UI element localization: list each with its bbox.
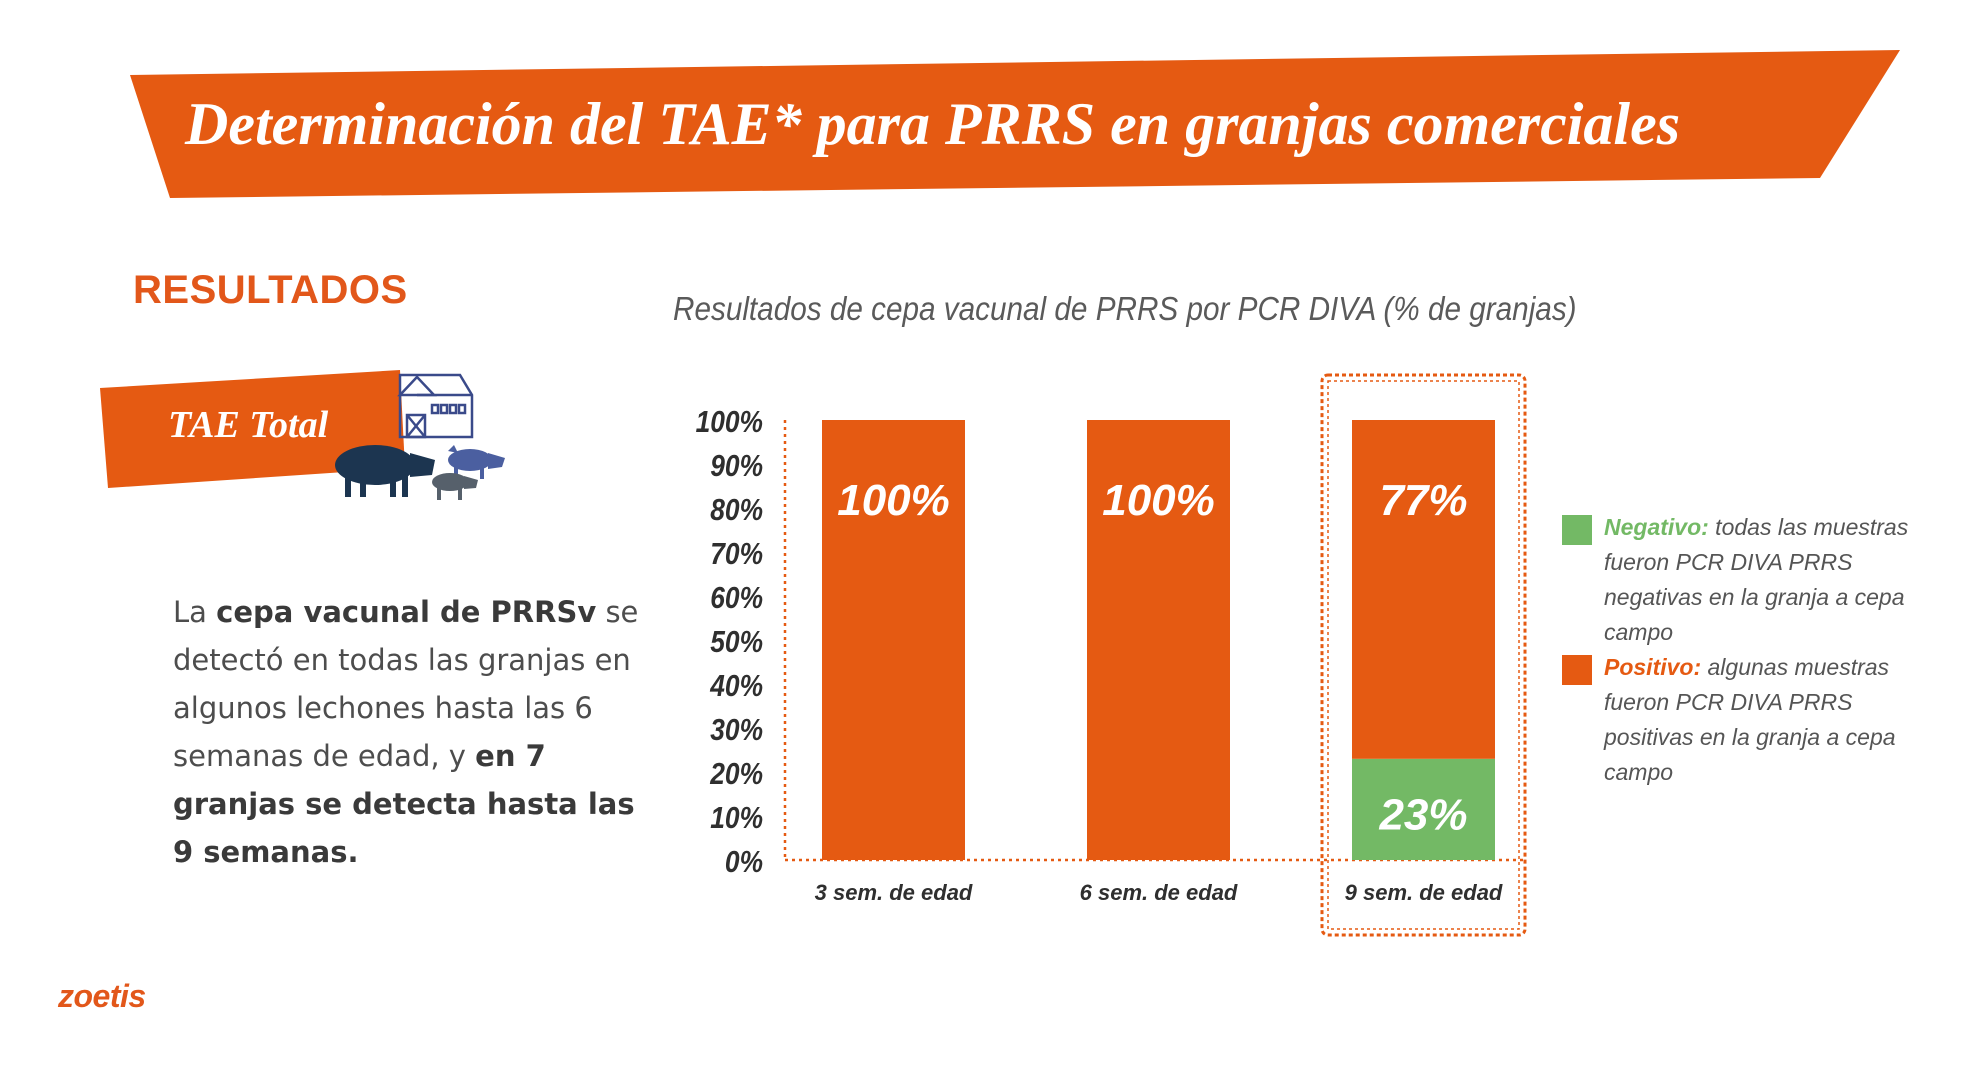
y-tick-label: 80% — [710, 493, 763, 527]
bar-positivo-2 — [1087, 420, 1230, 860]
bar-positivo-1 — [822, 420, 965, 860]
y-tick-label: 20% — [709, 757, 763, 791]
title-banner — [130, 50, 1900, 198]
y-tick-label: 60% — [710, 581, 763, 615]
y-tick-label: 90% — [710, 449, 763, 483]
bar-negativo-3 — [1352, 758, 1495, 860]
x-tick-label: 3 sem. de edad — [815, 880, 973, 905]
chart-title: Resultados de cepa vacunal de PRRS por P… — [673, 290, 1577, 327]
section-heading: RESULTADOS — [133, 268, 408, 312]
zoetis-logo: zoetis — [58, 978, 146, 1014]
y-tick-label: 100% — [696, 405, 763, 439]
bar-value-label: 100% — [1102, 476, 1215, 525]
barn-icon — [397, 373, 474, 439]
piglet-icon — [448, 445, 505, 479]
legend-swatch-negativo — [1562, 515, 1592, 545]
farm-pigs-illustration — [335, 373, 505, 500]
y-tick-label: 70% — [710, 537, 763, 571]
y-tick-label: 10% — [710, 801, 763, 835]
results-description: La cepa vacunal de PRRSv se detectó en t… — [173, 595, 639, 869]
bar-value-label: 77% — [1379, 476, 1467, 525]
tae-label: TAE Total — [168, 404, 329, 446]
y-tick-label: 0% — [725, 845, 763, 879]
x-tick-label: 9 sem. de edad — [1345, 880, 1503, 905]
bar-value-label: 100% — [837, 476, 950, 525]
y-tick-label: 40% — [709, 669, 763, 703]
legend-swatch-positivo — [1562, 655, 1592, 685]
bar-positivo-3 — [1352, 420, 1495, 759]
legend-label-positivo: Positivo: — [1604, 654, 1702, 680]
tae-label-banner — [100, 370, 405, 488]
legend-text-positivo: algunas muestras fueron PCR DIVA PRRS po… — [1604, 654, 1896, 785]
piglet-icon — [432, 473, 478, 500]
bar-value-label: 23% — [1378, 790, 1467, 839]
legend-text-negativo: todas las muestras fueron PCR DIVA PRRS … — [1604, 514, 1909, 645]
pig-icon — [335, 445, 435, 497]
highlight-box-inner — [1327, 380, 1520, 930]
legend-label-negativo: Negativo: — [1604, 514, 1709, 540]
y-tick-label: 30% — [710, 713, 763, 747]
y-tick-label: 50% — [710, 625, 763, 659]
x-tick-label: 6 sem. de edad — [1080, 880, 1238, 905]
page-title: Determinación del TAE* para PRRS en gran… — [185, 91, 1681, 157]
